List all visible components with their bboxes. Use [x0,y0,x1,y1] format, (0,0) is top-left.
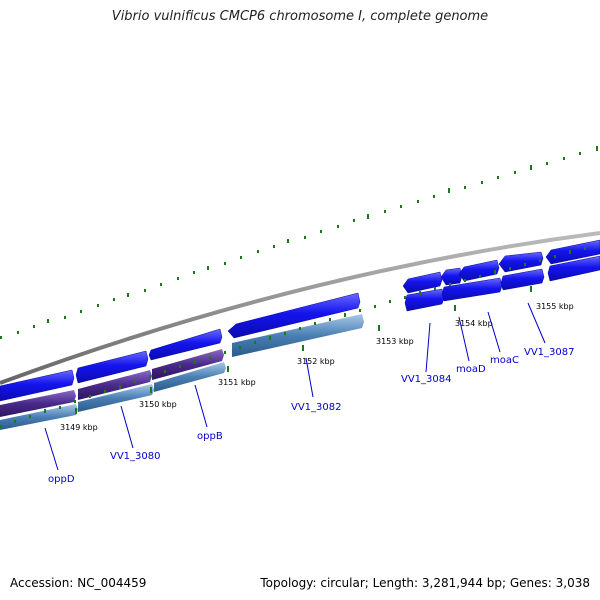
accession-text: Accession: NC_004459 [10,576,147,590]
cds-vv1-3080 [75,350,149,384]
cds-moaC [458,259,500,282]
rna-track [0,314,364,430]
kbp-label-3151: 3151 kbp [218,378,256,387]
cds-moaD [440,267,463,286]
kbp-label-3154: 3154 kbp [455,319,493,328]
map-title: Vibrio vulnificus CMCP6 chromosome I, co… [111,9,489,24]
outer-tick-ring [0,146,598,339]
cds-track [0,239,600,402]
cds-lower-2 [441,277,503,302]
cds-vv1-3084 [402,271,443,294]
cds-vv1-3087 [498,251,544,273]
kbp-label-3152: 3152 kbp [297,357,335,366]
gene-label-oppD[interactable]: oppD [48,474,75,485]
kbp-label-3155: 3155 kbp [536,302,574,311]
kbp-labels: 3149 kbp 3150 kbp 3151 kbp 3152 kbp 3153… [60,302,574,432]
kbp-label-3153: 3153 kbp [376,337,414,346]
gene-label-oppB[interactable]: oppB [197,431,223,442]
gene-labels: oppD VV1_3080 oppB VV1_3082 VV1_3084 moa… [48,347,575,485]
gene-label-moaD[interactable]: moaD [456,364,486,375]
kbp-ticks [75,286,532,414]
kbp-label-3149: 3149 kbp [60,423,98,432]
cds-oppD [0,369,75,402]
kbp-label-3150: 3150 kbp [139,400,177,409]
genome-backbone [0,231,600,385]
cds-lower-4 [547,255,600,282]
topology-summary: Topology: circular; Length: 3,281,944 bp… [260,576,590,590]
inner-tick-ring [0,247,586,428]
gene-label-vv1-3080[interactable]: VV1_3080 [110,451,161,462]
cds-next-1 [545,239,600,265]
cds-vv1-3082 [227,292,361,339]
gene-label-vv1-3087[interactable]: VV1_3087 [524,347,575,358]
cds-lower-1 [404,288,445,312]
cds-lower-3 [500,268,545,291]
gene-label-vv1-3084[interactable]: VV1_3084 [401,374,452,385]
gene-track [0,349,224,417]
gene-label-moaC[interactable]: moaC [490,355,519,366]
gene-label-vv1-3082[interactable]: VV1_3082 [291,402,342,413]
label-leaders [44,302,546,471]
cds-oppB [148,328,223,361]
